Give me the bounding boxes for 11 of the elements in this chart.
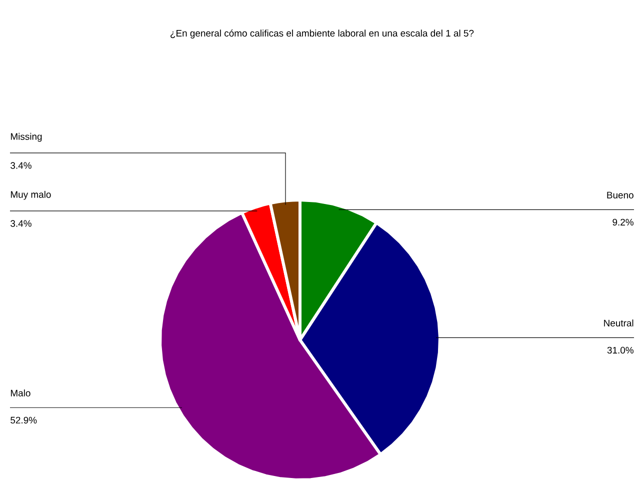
data-label: 52.9%	[10, 416, 37, 424]
slice-label: Neutral	[604, 319, 634, 326]
data-label: 31.0%	[607, 346, 634, 354]
slice-label: Muy malo	[10, 190, 51, 200]
slice-label: Malo	[10, 389, 30, 396]
chart-title: ¿En general cómo calificas el ambiente laboral en una escala del 1 al 5?	[170, 30, 474, 38]
data-label: 3.4%	[10, 162, 32, 169]
data-label: 9.2%	[612, 218, 634, 226]
slice-label: Missing	[10, 132, 42, 142]
data-label: 3.4%	[10, 220, 32, 227]
slice-label: Bueno	[607, 192, 634, 198]
